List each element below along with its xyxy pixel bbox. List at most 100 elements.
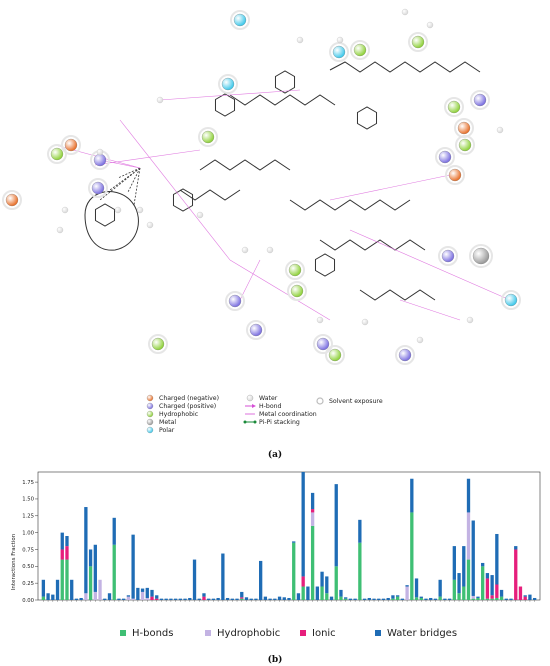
y-tick-label-6: 1.50 <box>22 497 34 503</box>
residue-node-19 <box>290 284 304 298</box>
solvent-halo-23 <box>313 334 333 354</box>
bar-water-bridges-43 <box>244 597 249 600</box>
bar-hydrophobic-19 <box>131 598 135 600</box>
bar-water-bridges-58 <box>315 586 319 600</box>
residue-node-25 <box>151 337 165 351</box>
bar-water-bridges-45 <box>254 598 258 600</box>
bar-h-bonds-89 <box>462 586 466 600</box>
bar-h-bonds-94 <box>485 598 490 600</box>
water-node-14 <box>416 336 424 344</box>
interaction-diagram: Charged (negative)Charged (positive)Hydr… <box>2 8 521 460</box>
bar-ionic-95 <box>490 595 494 599</box>
bar-water-bridges-79 <box>414 578 419 598</box>
aromatic-ring-1 <box>214 93 236 117</box>
solvent-halo-4 <box>470 90 490 110</box>
water-node-4 <box>61 206 69 214</box>
bar-water-bridges-1 <box>46 593 50 600</box>
bar-h-bonds-59 <box>320 586 324 600</box>
legend-swatch-2 <box>146 410 154 418</box>
bar-water-bridges-87 <box>452 546 456 580</box>
bar-water-bridges-16 <box>117 598 121 600</box>
water-node-18 <box>56 226 64 234</box>
metal-bond-2 <box>127 167 141 193</box>
bar-water-bridges-73 <box>386 597 390 600</box>
solvent-halo-3 <box>218 74 238 94</box>
residue-node-9 <box>448 168 462 182</box>
legend-swatch-3 <box>146 418 154 426</box>
aromatic-ring-2 <box>356 106 378 130</box>
bar-water-bridges-83 <box>433 598 438 600</box>
bar-water-bridges-65 <box>348 598 353 600</box>
bar-ionic-94 <box>485 578 490 599</box>
bar-water-bridges-72 <box>381 598 386 600</box>
bar-water-bridges-27 <box>169 598 173 600</box>
bar-water-bridges-37 <box>216 597 220 600</box>
bar-water-bridges-35 <box>207 598 211 600</box>
solvent-halo-0 <box>350 40 370 60</box>
legend-swatch-5 <box>246 394 254 402</box>
bar-ionic-57 <box>310 509 315 513</box>
bar-water-bridges-98 <box>504 598 508 600</box>
aromatic-ring-0 <box>274 70 296 94</box>
bar-h-bonds-93 <box>481 566 485 600</box>
residue-node-4 <box>473 93 487 107</box>
bar-water-bridges-76 <box>400 598 405 600</box>
bar-h-bonds-74 <box>391 598 395 600</box>
residue-node-14 <box>91 181 105 195</box>
solvent-halo-15 <box>2 190 22 210</box>
bar-water-bridges-70 <box>372 598 376 600</box>
bar-h-bonds-4 <box>60 559 64 600</box>
bar-ionic-55 <box>301 576 305 587</box>
legend-label-6: H-bond <box>259 403 282 410</box>
bar-h-bonds-75 <box>395 596 400 600</box>
bar-water-bridges-96 <box>495 533 499 585</box>
bar-ionic-100 <box>514 549 518 600</box>
bar-water-bridges-29 <box>178 598 183 600</box>
metal-bond-1 <box>109 167 141 191</box>
bar-water-bridges-61 <box>329 596 334 600</box>
solvent-halo-12 <box>47 144 67 164</box>
bar-ionic-34 <box>202 596 206 600</box>
bar-water-bridges-68 <box>362 598 367 600</box>
residue-node-22 <box>249 323 263 337</box>
solvent-halo-27 <box>230 10 250 30</box>
chart-legend: H-bonds Hydrophobic Ionic Water bridges <box>120 628 457 639</box>
bar-water-bridges-6 <box>70 579 74 600</box>
legend-label-2: Hydrophobic <box>159 411 199 418</box>
water-node-15 <box>336 36 344 44</box>
backbone-chain-3 <box>289 199 411 211</box>
y-axis-label: Interactions Fraction <box>11 533 17 590</box>
residue-node-0 <box>353 43 367 57</box>
bar-h-bonds-15 <box>112 544 116 600</box>
residue-node-11 <box>64 138 78 152</box>
bar-h-bonds-53 <box>292 542 296 600</box>
bar-water-bridges-13 <box>103 598 107 600</box>
residue-node-21 <box>504 293 518 307</box>
bar-water-bridges-86 <box>447 598 452 600</box>
bar-water-bridges-7 <box>74 598 79 600</box>
bar-water-bridges-95 <box>490 575 494 596</box>
water-node-0 <box>401 8 409 16</box>
legend-swatch-9 <box>316 397 324 405</box>
hbond-line-9 <box>94 149 201 166</box>
water-node-8 <box>196 211 204 219</box>
bar-water-bridges-80 <box>419 596 423 598</box>
backbone-chain-0 <box>329 61 481 73</box>
hbond-line-6 <box>159 89 301 101</box>
bar-water-bridges-52 <box>287 597 291 600</box>
residue-node-8 <box>458 138 472 152</box>
chart-axes: 0.00 0.25 0.50 0.75 1.00 1.25 1.50 1.75 <box>22 471 541 604</box>
solvent-halo-11 <box>61 135 81 155</box>
bar-water-bridges-93 <box>481 562 485 567</box>
bar-water-bridges-84 <box>438 579 442 597</box>
aromatic-ring-5 <box>94 203 116 227</box>
residue-node-1 <box>411 35 425 49</box>
y-tick-label-1: 0.25 <box>22 581 34 587</box>
legend-swatch-1 <box>146 402 154 410</box>
bar-hydrophobic-57 <box>310 512 315 526</box>
bar-water-bridges-92 <box>476 596 480 598</box>
chart-legend-label-2: Ionic <box>312 628 336 639</box>
bar-water-bridges-66 <box>353 598 357 600</box>
water-node-2 <box>156 96 164 104</box>
bar-water-bridges-89 <box>462 546 466 587</box>
